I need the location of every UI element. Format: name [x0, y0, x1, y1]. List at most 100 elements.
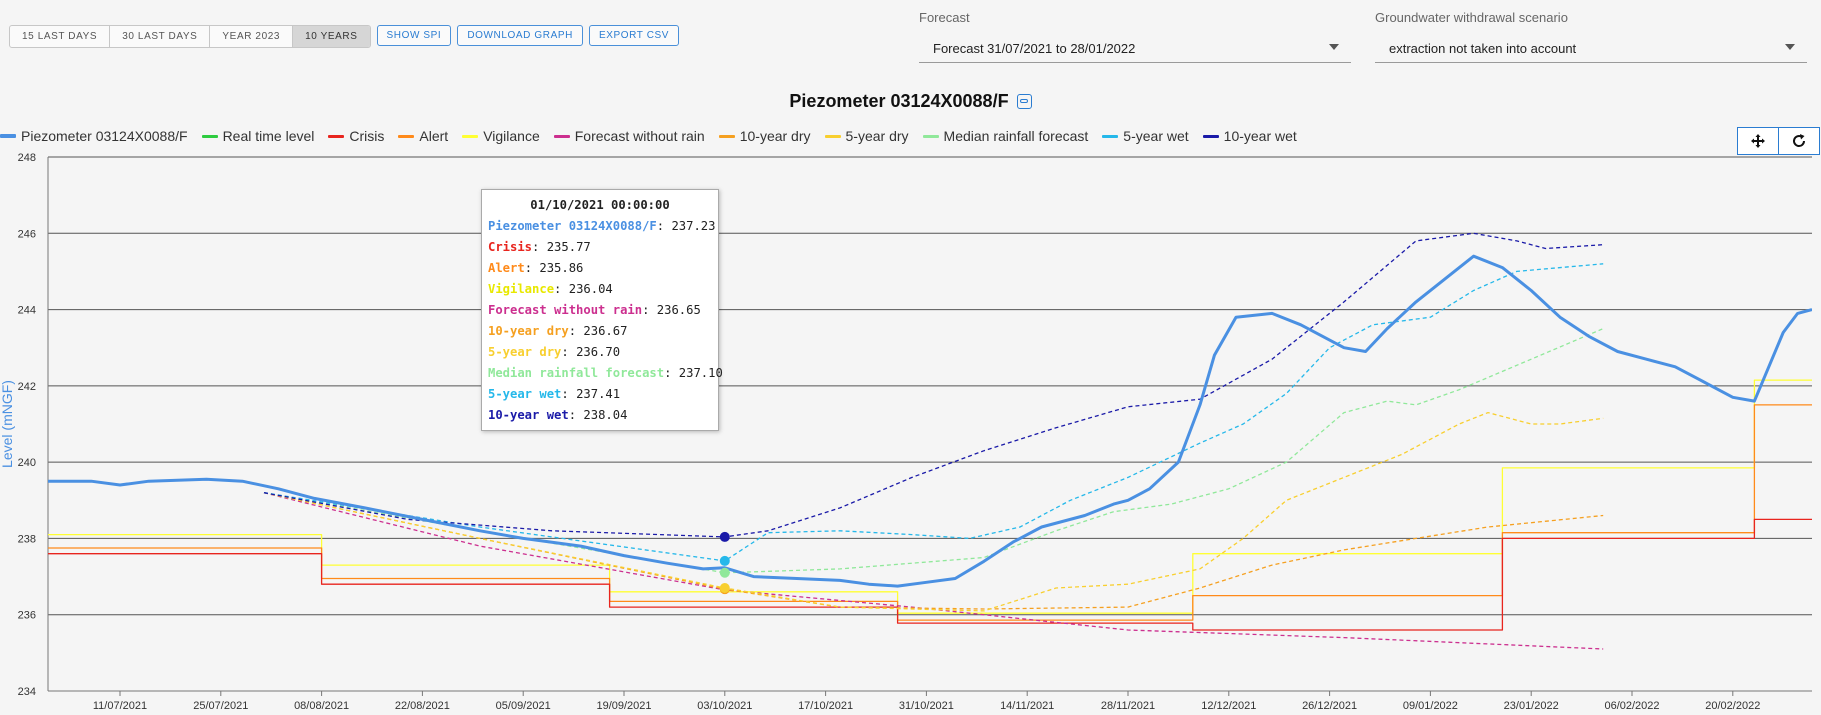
legend-swatch — [201, 134, 218, 138]
legend-swatch — [1202, 134, 1219, 138]
tooltip-series-name: Median rainfall forecast — [488, 366, 665, 380]
pan-button[interactable] — [1738, 128, 1778, 154]
tooltip-value: 236.70 — [576, 345, 621, 359]
move-icon — [1751, 134, 1765, 148]
legend-swatch — [1102, 134, 1119, 138]
x-tick-label: 06/02/2022 — [1604, 700, 1659, 712]
legend-item-median[interactable]: Median rainfall forecast — [922, 128, 1089, 144]
series-wet10 — [263, 232, 1604, 538]
y-axis-label: Level (mNGF) — [0, 380, 15, 468]
tooltip-value: 238.04 — [583, 408, 628, 422]
show-spi-button[interactable]: SHOW SPI — [376, 25, 452, 46]
chart-controls — [1737, 127, 1820, 155]
tooltip-row-median: Median rainfall forecast: 237.10 — [488, 363, 723, 384]
scenario-select-label: Groundwater withdrawal scenario — [1375, 10, 1568, 25]
scenario-select[interactable]: extraction not taken into account — [1375, 35, 1807, 63]
tooltip-value: 236.04 — [568, 282, 613, 296]
tooltip-row-dry10: 10-year dry: 236.67 — [488, 321, 712, 342]
range-15-days-button[interactable]: 15 LAST DAYS — [10, 26, 111, 47]
link-icon[interactable] — [1016, 94, 1032, 109]
refresh-icon — [1793, 134, 1806, 147]
legend-item-wet10[interactable]: 10-year wet — [1202, 128, 1297, 144]
legend-item-wet5[interactable]: 5-year wet — [1102, 128, 1189, 144]
series-dry5 — [263, 411, 1604, 612]
x-tick-label: 25/07/2021 — [193, 700, 248, 712]
legend-swatch — [0, 134, 16, 138]
export-csv-button[interactable]: EXPORT CSV — [588, 25, 680, 46]
tooltip-separator: : — [568, 324, 584, 338]
tooltip-row-wet10: 10-year wet: 238.04 — [488, 405, 712, 426]
range-selector: 15 LAST DAYS 30 LAST DAYS YEAR 2023 10 Y… — [9, 25, 371, 48]
legend-label: Forecast without rain — [574, 128, 705, 144]
tooltip-separator: : — [561, 387, 577, 401]
reset-zoom-button[interactable] — [1778, 128, 1819, 154]
series-piezometer — [48, 254, 1812, 588]
tooltip-row-wet5: 5-year wet: 237.41 — [488, 384, 712, 405]
legend-label: 5-year wet — [1123, 128, 1189, 144]
legend-item-real_time[interactable]: Real time level — [201, 128, 314, 144]
download-graph-button[interactable]: DOWNLOAD GRAPH — [457, 25, 583, 46]
tooltip-series-name: Forecast without rain — [488, 303, 643, 317]
legend-item-vigilance[interactable]: Vigilance — [462, 128, 540, 144]
x-tick-label: 03/10/2021 — [697, 700, 752, 712]
legend-swatch — [922, 134, 939, 138]
legend-item-crisis[interactable]: Crisis — [328, 128, 384, 144]
legend-label: Piezometer 03124X0088/F — [21, 128, 188, 144]
legend-item-piezometer[interactable]: Piezometer 03124X0088/F — [0, 128, 188, 144]
series-group — [48, 232, 1812, 650]
series-alert — [48, 404, 1812, 621]
tooltip-separator: : — [524, 261, 540, 275]
legend-label: Vigilance — [483, 128, 540, 144]
marker-wet5 — [719, 555, 730, 566]
tooltip-separator: : — [568, 408, 584, 422]
series-median — [263, 328, 1604, 574]
legend-label: Crisis — [349, 128, 385, 144]
legend-label: Alert — [419, 128, 449, 144]
x-tick-label: 22/08/2021 — [395, 700, 450, 712]
x-tick-label: 23/01/2022 — [1504, 700, 1559, 712]
series-wet5 — [263, 263, 1604, 562]
chart-title: Piezometer 03124X0088/F — [789, 91, 1009, 111]
tooltip-value: 237.10 — [678, 366, 723, 380]
tooltip-separator: : — [664, 366, 679, 380]
y-tick-label: 236 — [18, 610, 36, 622]
tooltip-separator: : — [554, 282, 569, 296]
tooltip-separator: : — [532, 240, 547, 254]
tooltip-series-name: 5-year wet — [488, 387, 562, 401]
range-10-years-button[interactable]: 10 YEARS — [293, 26, 370, 47]
series-dry10 — [263, 492, 1604, 610]
legend-label: 10-year wet — [1223, 128, 1297, 144]
legend-swatch — [553, 134, 570, 138]
tooltip-row-no_rain: Forecast without rain: 236.65 — [488, 300, 712, 321]
chevron-down-icon — [1329, 44, 1339, 50]
tooltip-row-piezometer: Piezometer 03124X0088/F: 237.23 — [488, 216, 715, 237]
legend-item-alert[interactable]: Alert — [398, 128, 448, 144]
x-tick-label: 08/08/2021 — [294, 700, 349, 712]
tooltip-separator: : — [656, 219, 672, 233]
x-tick-label: 20/02/2022 — [1705, 700, 1760, 712]
tooltip-series-name: Vigilance — [488, 282, 555, 296]
tooltip-series-name: Crisis — [488, 240, 533, 254]
marker-wet10 — [719, 531, 730, 542]
legend-label: Median rainfall forecast — [943, 128, 1089, 144]
y-tick-label: 234 — [18, 686, 36, 698]
range-30-days-button[interactable]: 30 LAST DAYS — [110, 26, 211, 47]
range-year-button[interactable]: YEAR 2023 — [210, 26, 294, 47]
tooltip-value: 235.77 — [546, 240, 591, 254]
legend-item-dry10[interactable]: 10-year dry — [718, 128, 811, 144]
forecast-select[interactable]: Forecast 31/07/2021 to 28/01/2022 — [919, 35, 1351, 63]
x-tick-label: 05/09/2021 — [496, 700, 551, 712]
y-tick-label: 242 — [18, 381, 36, 393]
tooltip-value: 236.67 — [583, 324, 628, 338]
y-tick-label: 246 — [18, 228, 36, 240]
tooltip-series-name: 10-year wet — [488, 408, 569, 422]
x-tick-label: 12/12/2021 — [1201, 700, 1256, 712]
y-tick-label: 244 — [18, 305, 36, 317]
x-tick-label: 19/09/2021 — [596, 700, 651, 712]
tooltip-series-name: 5-year dry — [488, 345, 562, 359]
legend-swatch — [718, 134, 735, 138]
x-tick-label: 11/07/2021 — [93, 700, 147, 712]
legend-item-no_rain[interactable]: Forecast without rain — [553, 128, 705, 144]
legend-item-dry5[interactable]: 5-year dry — [824, 128, 909, 144]
marker-median — [719, 567, 730, 578]
